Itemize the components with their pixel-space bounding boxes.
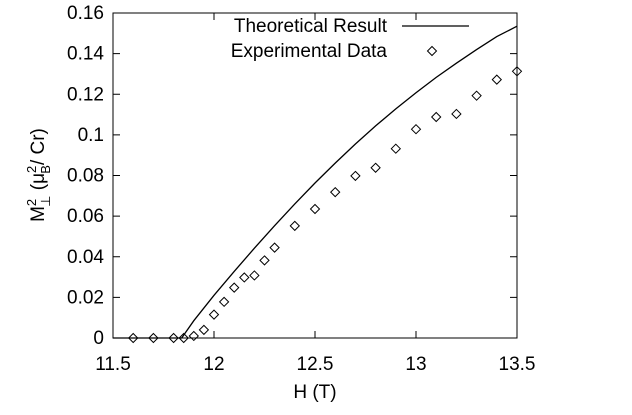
data-point [269, 242, 280, 253]
y-tick-label: 0 [93, 328, 104, 349]
y-label-paren-sub: B [38, 165, 53, 174]
plot-frame [112, 12, 518, 339]
data-point [208, 309, 220, 320]
svg-text:M2⊥ (μ2B/ Cr): M2⊥ (μ2B/ Cr) [24, 128, 53, 222]
y-tick-label: 0.1 [78, 125, 104, 146]
series-layer [113, 25, 523, 344]
theory-line [113, 25, 518, 339]
data-point [249, 270, 260, 281]
y-tick-label: 0.14 [67, 44, 104, 65]
y-label-paren-open: (μ [28, 173, 49, 196]
legend-label: Theoretical Result [234, 16, 388, 37]
data-point [228, 282, 240, 293]
data-point [390, 143, 402, 154]
data-point [471, 90, 482, 101]
data-point [178, 332, 189, 344]
data-point [430, 111, 442, 123]
y-label-sub: ⊥ [38, 196, 53, 207]
data-point [127, 332, 139, 344]
data-point [370, 162, 381, 173]
data-point [188, 330, 200, 342]
x-tick-label: 13.5 [499, 354, 536, 375]
data-point [491, 74, 503, 85]
x-tick-label: 12 [203, 354, 224, 375]
x-tick-label: 13 [405, 354, 426, 375]
tick-labels: 11.5 12 12.5 13 13.5 0 0.02 0.04 0.06 0.08 0.1 0.12… [67, 3, 535, 375]
legend-label: Experimental Data [231, 41, 388, 62]
y-label-paren-sup: 2 [24, 166, 39, 173]
data-point [218, 296, 230, 308]
y-tick-label: 0.04 [67, 247, 104, 268]
data-point [259, 255, 270, 266]
data-point [350, 170, 361, 182]
x-tick-label: 12.5 [297, 354, 334, 375]
data-point [239, 272, 250, 283]
data-point [148, 332, 159, 344]
y-label-paren-close: / Cr) [28, 128, 49, 165]
data-point [289, 220, 301, 232]
data-point [329, 186, 341, 198]
x-tick-label: 11.5 [95, 354, 131, 375]
y-tick-label: 0.06 [67, 206, 104, 227]
data-point [168, 332, 179, 344]
y-tick-label: 0.12 [67, 84, 104, 105]
data-point [309, 203, 321, 215]
data-point [410, 123, 422, 135]
x-axis-label: H (T) [293, 382, 336, 403]
legend-marker-sample [426, 45, 438, 57]
y-label-base: M [28, 206, 49, 222]
legend: Theoretical Result Experimental Data [231, 16, 469, 62]
y-axis-label: M2⊥ (μ2B/ Cr) [24, 128, 53, 222]
y-tick-label: 0.16 [67, 3, 104, 24]
y-tick-label: 0.02 [67, 287, 104, 308]
data-point [451, 108, 462, 120]
data-point [198, 324, 210, 336]
y-tick-label: 0.08 [67, 166, 104, 187]
y-label-sup: 2 [24, 199, 39, 206]
